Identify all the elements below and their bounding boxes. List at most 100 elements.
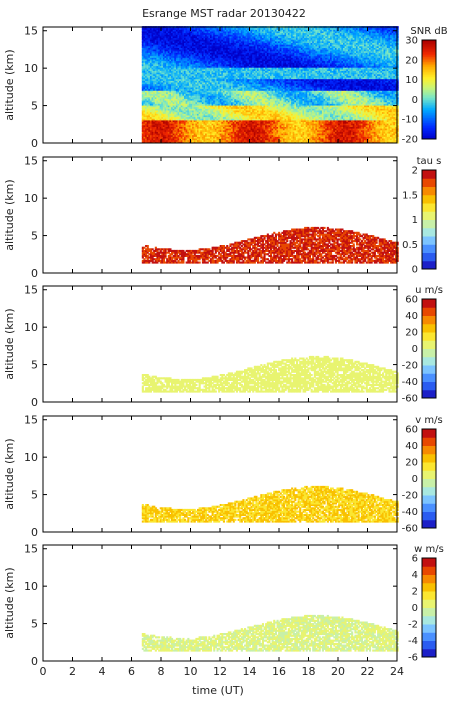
heatmap-cell xyxy=(151,27,154,30)
heatmap-cell xyxy=(159,50,162,53)
heatmap-cell xyxy=(192,134,195,137)
heatmap-cell xyxy=(145,65,148,68)
heatmap-cell xyxy=(145,141,148,144)
heatmap-cell xyxy=(188,32,191,35)
heatmap-cell xyxy=(141,96,144,99)
heatmap-cell xyxy=(169,98,172,101)
heatmap-cell xyxy=(161,64,164,67)
heatmap-cell xyxy=(167,119,170,122)
heatmap-cell xyxy=(175,80,178,83)
heatmap-cell xyxy=(182,116,185,119)
heatmap-cell xyxy=(143,47,146,50)
heatmap-cell xyxy=(159,59,162,62)
heatmap-cell xyxy=(149,101,152,104)
heatmap-cell xyxy=(190,55,193,58)
heatmap-cell xyxy=(166,136,169,139)
heatmap-cell xyxy=(182,87,185,90)
heatmap-cell xyxy=(175,113,178,116)
heatmap-cell xyxy=(169,103,172,106)
heatmap-cell xyxy=(161,82,164,85)
heatmap-cell xyxy=(167,121,170,124)
heatmap-cell xyxy=(148,115,151,118)
heatmap-cell xyxy=(180,113,183,116)
heatmap-cell xyxy=(161,29,164,32)
heatmap-cell xyxy=(169,42,172,45)
heatmap-cell xyxy=(190,67,193,70)
heatmap-cell xyxy=(151,62,154,65)
heatmap-cell xyxy=(187,77,190,80)
heatmap-cell xyxy=(175,42,178,45)
heatmap-cell xyxy=(162,128,165,131)
heatmap-cell xyxy=(182,57,185,60)
heatmap-cell xyxy=(169,100,172,103)
heatmap-cell xyxy=(167,105,170,108)
heatmap-cell xyxy=(174,96,177,99)
heatmap-cell xyxy=(162,110,165,113)
heatmap-cell xyxy=(180,42,183,45)
heatmap-cell xyxy=(151,138,154,141)
heatmap-cell xyxy=(154,124,157,127)
heatmap-cell xyxy=(143,128,146,131)
heatmap-cell xyxy=(185,49,188,52)
heatmap-cell xyxy=(148,55,151,58)
heatmap-cell xyxy=(146,108,149,111)
heatmap-cell xyxy=(175,116,178,119)
heatmap-cell xyxy=(154,32,157,35)
heatmap-cell xyxy=(174,59,177,62)
heatmap-cell xyxy=(190,77,193,80)
heatmap-cell xyxy=(161,73,164,76)
heatmap-cell xyxy=(141,50,144,53)
heatmap-cell xyxy=(151,78,154,81)
heatmap-cell xyxy=(161,88,164,91)
heatmap-cell xyxy=(154,31,157,34)
heatmap-cell xyxy=(192,139,195,142)
heatmap-cell xyxy=(151,119,154,122)
heatmap-cell xyxy=(151,88,154,91)
heatmap-cell xyxy=(180,68,183,71)
heatmap-cell xyxy=(153,36,156,39)
heatmap-cell xyxy=(188,93,191,96)
heatmap-cell xyxy=(141,115,144,118)
heatmap-cell xyxy=(158,57,161,60)
heatmap-cell xyxy=(151,70,154,73)
heatmap-cell xyxy=(177,100,180,103)
heatmap-cell xyxy=(182,32,185,35)
heatmap-cell xyxy=(149,80,152,83)
heatmap-cell xyxy=(177,116,180,119)
heatmap-cell xyxy=(185,32,188,35)
heatmap-cell xyxy=(184,98,187,101)
heatmap-cell xyxy=(158,92,161,95)
heatmap-cell xyxy=(169,108,172,111)
heatmap-cell xyxy=(145,90,148,93)
heatmap-cell xyxy=(172,47,175,50)
heatmap-cell xyxy=(164,138,167,141)
heatmap-cell xyxy=(164,68,167,71)
heatmap-cell xyxy=(169,52,172,55)
heatmap-cell xyxy=(188,67,191,70)
heatmap-cell xyxy=(162,36,165,39)
heatmap-cell xyxy=(154,59,157,62)
heatmap-cell xyxy=(180,116,183,119)
heatmap-cell xyxy=(141,42,144,45)
heatmap-cell xyxy=(146,121,149,124)
heatmap-cell xyxy=(143,31,146,34)
heatmap-cell xyxy=(156,49,159,52)
heatmap-cell xyxy=(161,110,164,113)
heatmap-cell xyxy=(182,67,185,70)
heatmap-cell xyxy=(164,88,167,91)
heatmap-cell xyxy=(148,39,151,42)
heatmap-cell xyxy=(175,131,178,134)
heatmap-cell xyxy=(141,110,144,113)
heatmap-cell xyxy=(185,138,188,141)
heatmap-cell xyxy=(164,101,167,104)
heatmap-cell xyxy=(166,60,169,63)
heatmap-cell xyxy=(146,139,149,142)
heatmap-cells-snr xyxy=(141,26,399,144)
heatmap-cell xyxy=(143,72,146,75)
heatmap-cell xyxy=(151,139,154,142)
heatmap-cell xyxy=(143,101,146,104)
heatmap-cell xyxy=(153,105,156,108)
heatmap-cell xyxy=(141,59,144,62)
heatmap-cell xyxy=(145,39,148,42)
heatmap-cell xyxy=(153,57,156,60)
